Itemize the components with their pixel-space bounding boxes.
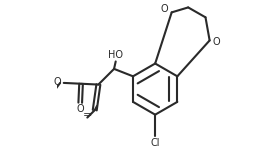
Text: =: = (83, 110, 92, 120)
Text: O: O (161, 4, 168, 14)
Text: HO: HO (108, 50, 123, 60)
Text: O: O (54, 77, 61, 87)
Text: Cl: Cl (150, 138, 160, 148)
Text: O: O (76, 104, 84, 114)
Text: O: O (213, 37, 221, 47)
